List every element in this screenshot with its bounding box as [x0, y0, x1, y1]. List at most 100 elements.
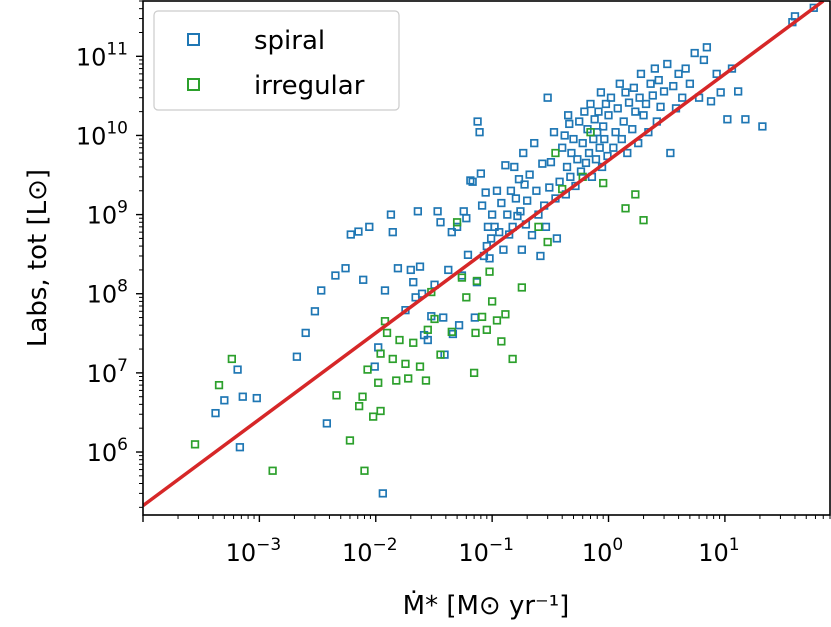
spiral-point: [470, 313, 479, 322]
legend: spiral irregular: [153, 10, 400, 111]
spiral-point: [549, 128, 559, 137]
spiral-point: [606, 93, 616, 102]
irregular-point: [447, 327, 456, 336]
irregular-point: [376, 406, 385, 416]
spiral-point: [702, 43, 712, 52]
spiral-point: [301, 328, 310, 338]
fit-line-layer: [143, 1, 825, 508]
spiral-point: [516, 207, 525, 216]
irregular-point: [462, 293, 471, 302]
spiral-point: [448, 329, 458, 339]
legend-marker-spiral: [187, 33, 200, 46]
spiral-point: [699, 55, 709, 65]
irregular-point: [621, 204, 630, 213]
spiral-point: [475, 128, 484, 137]
spiral-point: [555, 177, 564, 186]
spiral-point: [575, 117, 584, 126]
irregular-point: [332, 391, 341, 400]
spiral-point: [584, 148, 594, 158]
spiral-point: [317, 286, 326, 295]
spiral-point: [741, 115, 750, 124]
spiral-point: [669, 81, 678, 91]
spiral-point: [506, 186, 516, 195]
spiral-point: [629, 83, 638, 92]
spiral-point: [656, 102, 665, 111]
spiral-point: [477, 201, 487, 210]
irregular-point: [639, 216, 648, 225]
irregular-point: [457, 273, 467, 282]
spiral-point: [409, 278, 418, 287]
spiral-point: [462, 214, 471, 223]
spiral-point: [727, 64, 737, 73]
irregular-point: [485, 267, 494, 276]
spiral-point: [650, 64, 659, 73]
spiral-point: [423, 335, 432, 345]
irregular-point: [392, 376, 401, 385]
spiral-point: [599, 122, 608, 131]
spiral-point: [370, 362, 379, 371]
spiral-point: [380, 286, 390, 295]
irregular-point: [477, 312, 487, 322]
y-tick-label: 107: [87, 356, 128, 388]
irregular-point: [190, 440, 200, 449]
spiral-point: [541, 222, 551, 232]
irregular-point: [358, 392, 367, 401]
spiral-point: [580, 107, 589, 116]
spiral-point: [562, 162, 572, 172]
spiral-point: [359, 275, 368, 284]
spiral-point: [220, 396, 229, 405]
irregular-point: [430, 314, 439, 324]
y-tick-label: 106: [87, 435, 128, 467]
spiral-point: [393, 264, 403, 273]
spiral-point: [468, 177, 477, 186]
irregular-point: [492, 316, 502, 325]
spiral-point: [527, 230, 537, 240]
legend-box: [153, 10, 400, 111]
irregular-point: [558, 184, 567, 194]
spiral-point: [481, 188, 490, 197]
irregular-point: [409, 338, 418, 347]
irregular-point: [534, 222, 543, 232]
spiral-point: [790, 12, 800, 21]
spiral-point: [406, 265, 415, 275]
irregular-point: [423, 325, 432, 334]
spiral-point: [252, 393, 261, 403]
spiral-point: [596, 88, 606, 97]
spiral-point: [581, 158, 591, 168]
spiral-point: [310, 307, 320, 316]
y-tick-label: 108: [87, 277, 128, 309]
spiral-point: [690, 48, 699, 58]
spiral-point: [536, 251, 545, 261]
spiral-point: [611, 128, 620, 137]
spiral-point: [433, 207, 442, 216]
irregular-point: [415, 362, 425, 371]
spiral-point: [685, 79, 695, 88]
spiral-point: [346, 230, 355, 239]
spiral-point: [609, 143, 618, 152]
spiral-point: [523, 196, 532, 205]
spiral-point: [514, 175, 524, 184]
irregular-point: [214, 380, 224, 390]
irregular-point: [631, 190, 640, 199]
y-tick-label: 1011: [76, 39, 128, 71]
spiral-point: [678, 93, 687, 102]
irregular-point: [452, 218, 462, 227]
spiral-point: [635, 93, 644, 102]
spiral-point: [292, 352, 302, 361]
spiral-point: [511, 194, 521, 203]
spiral-point: [569, 134, 578, 144]
spiral-point: [233, 365, 242, 374]
x-tick-label: 101: [698, 535, 739, 567]
markers-layer: [190, 3, 818, 498]
spiral-point: [674, 69, 683, 79]
spiral-point: [600, 134, 609, 144]
spiral-point: [454, 321, 464, 330]
spiral-point: [712, 69, 721, 79]
irregular-point: [543, 237, 552, 247]
spiral-point: [595, 143, 604, 152]
irregular-point: [487, 297, 497, 306]
spiral-point: [576, 167, 586, 176]
spiral-point: [365, 222, 374, 232]
spiral-point: [590, 115, 599, 124]
